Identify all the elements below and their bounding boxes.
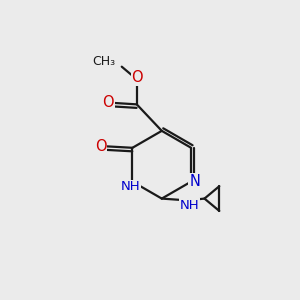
Text: O: O	[131, 70, 143, 86]
Text: CH₃: CH₃	[92, 55, 115, 68]
Text: O: O	[95, 139, 107, 154]
Text: NH: NH	[180, 199, 200, 212]
Text: NH: NH	[120, 181, 140, 194]
Text: O: O	[102, 95, 114, 110]
Text: N: N	[189, 174, 200, 189]
